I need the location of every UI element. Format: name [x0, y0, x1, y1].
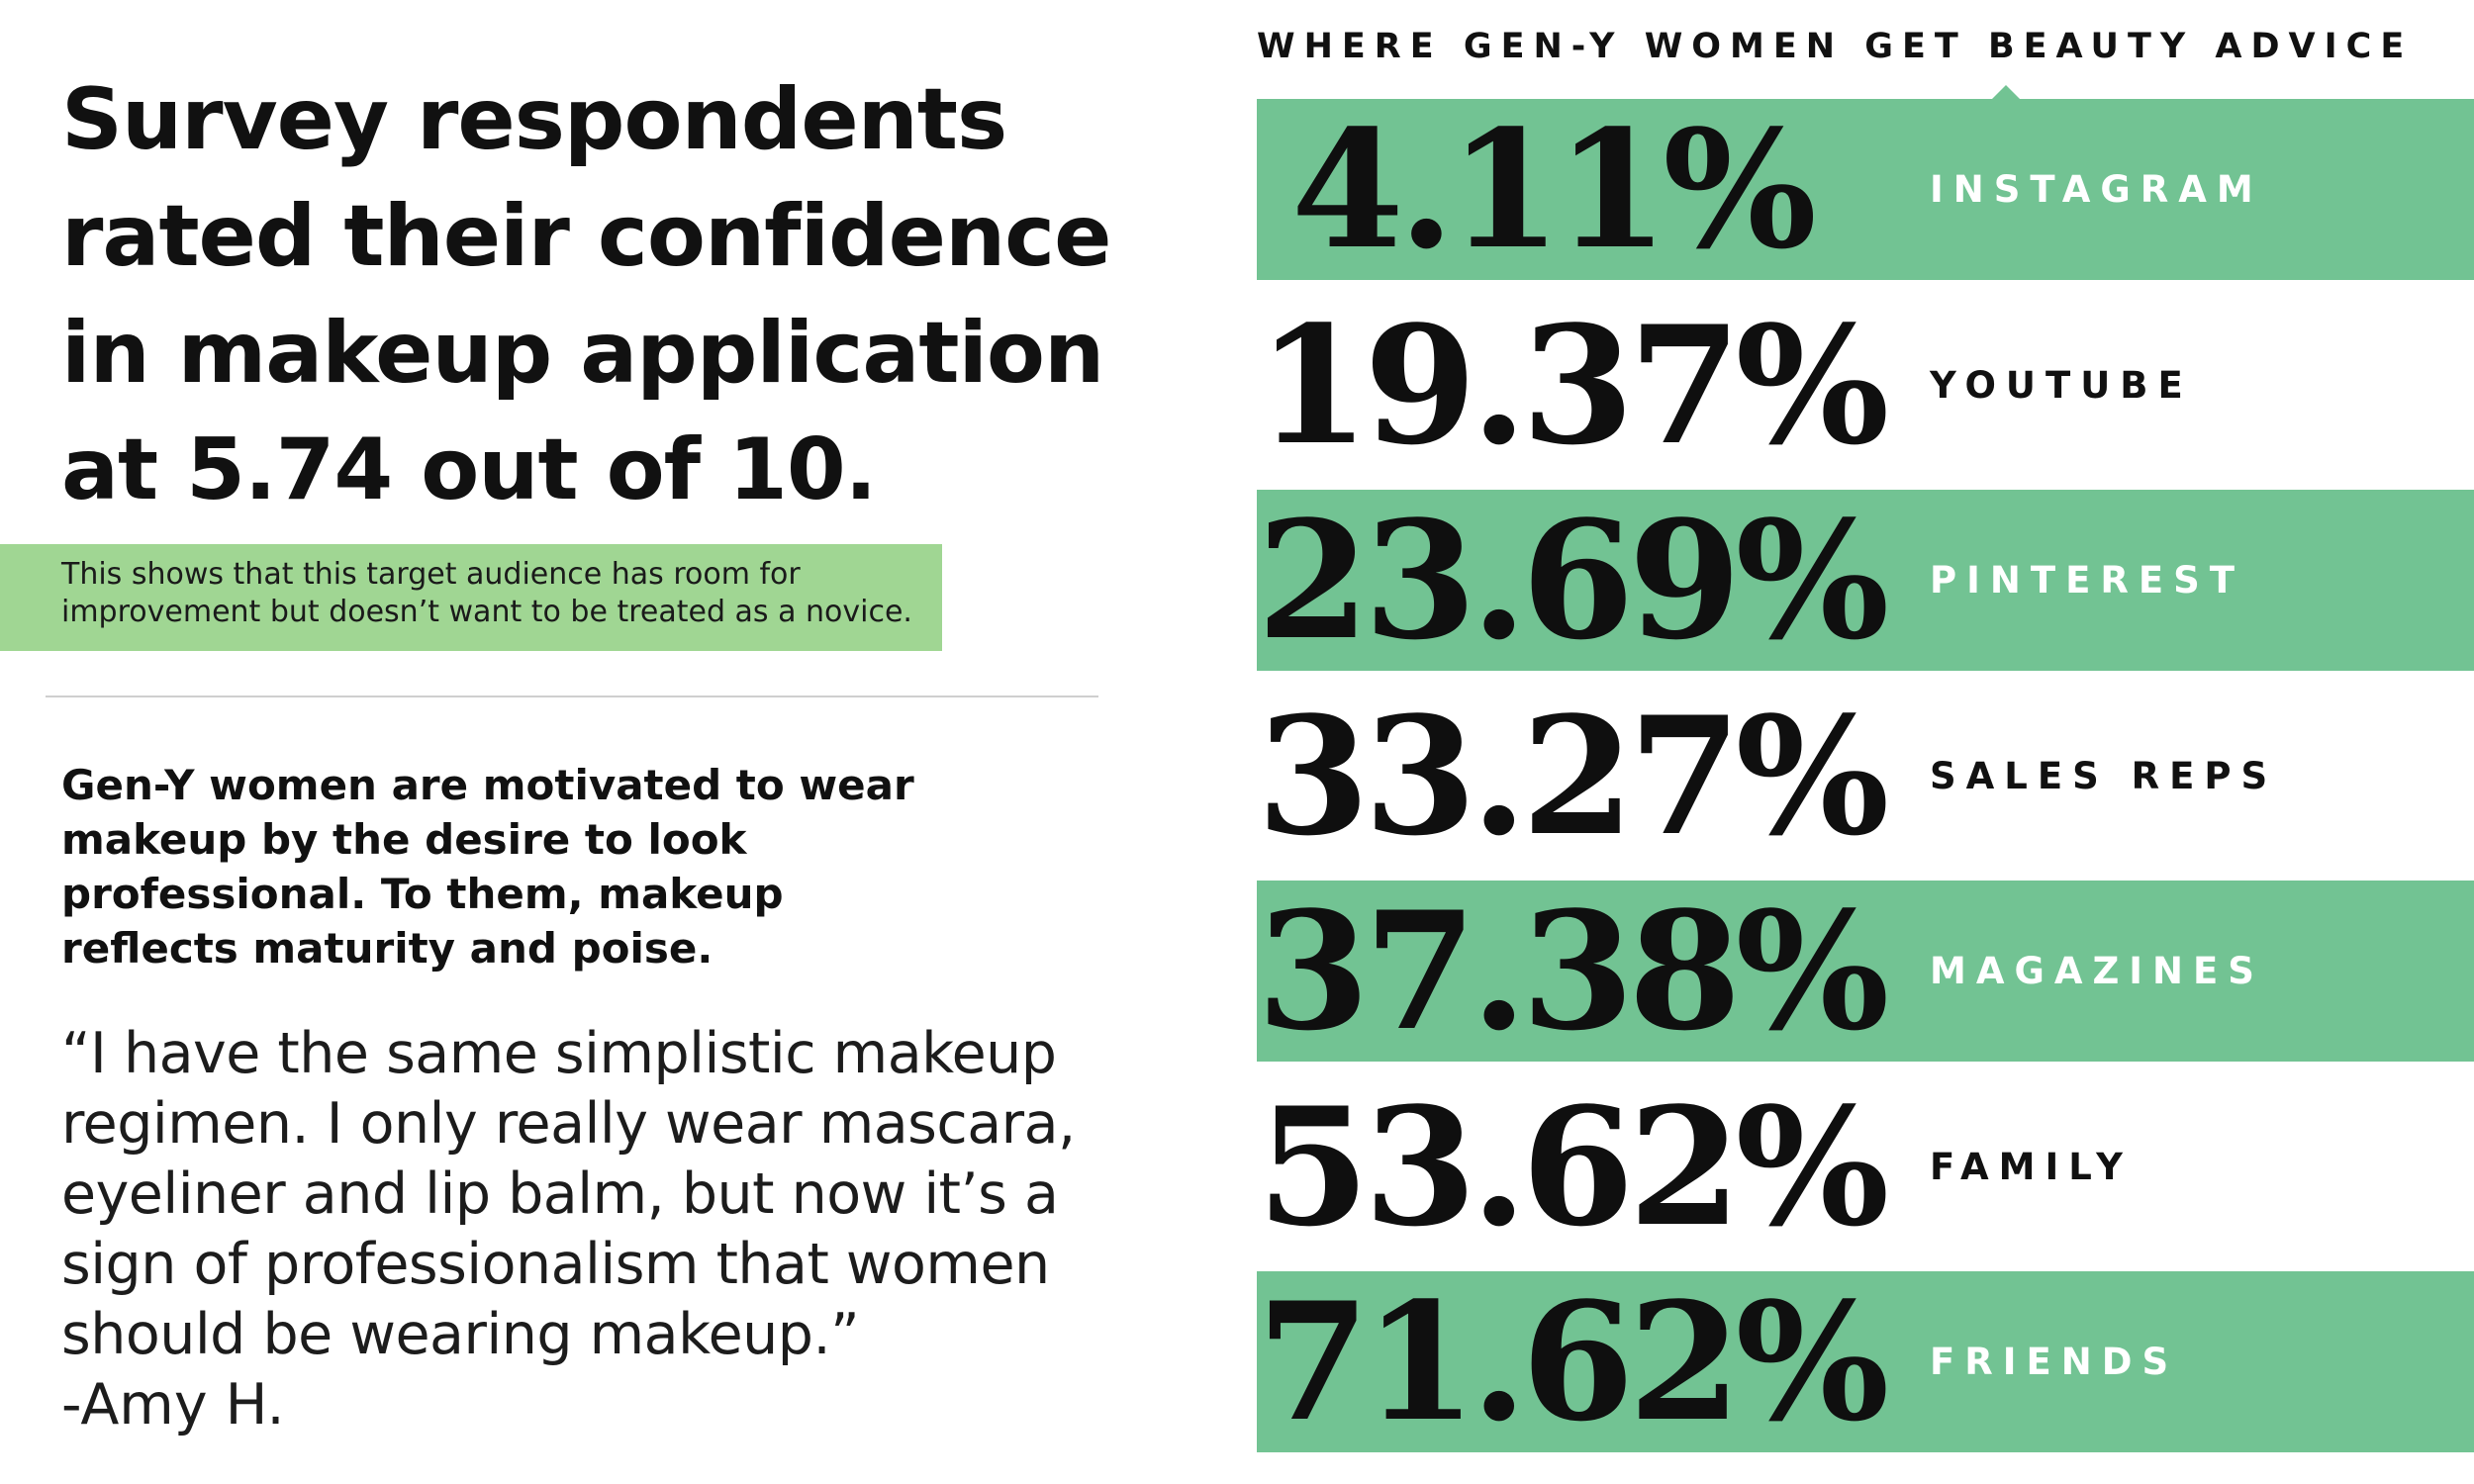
quote-attribution: -Amy H. — [61, 1372, 285, 1438]
motivation-text: Gen-Y women are motivated to wear makeup… — [61, 761, 914, 973]
percentage-value: 19.37% — [1257, 289, 1889, 481]
source-label: FAMILY — [1930, 1145, 2133, 1188]
source-label: YOUTUBE — [1930, 363, 2193, 407]
chart-row: 37.38% MAGAZINES — [1257, 881, 2474, 1062]
highlight-box: This shows that this target audience has… — [0, 544, 942, 651]
headline: Survey respondents rated their confidenc… — [61, 70, 1111, 519]
percentage-value: 23.69% — [1257, 485, 1889, 676]
percentage-value: 71.62% — [1257, 1266, 1889, 1457]
quote-text: “I have the same simplistic makeup regim… — [61, 1021, 1076, 1367]
chart-row: 33.27% SALES REPS — [1257, 686, 2474, 867]
left-panel: Survey respondents rated their confidenc… — [0, 0, 1217, 1484]
chart-row: 71.62% FRIENDS — [1257, 1271, 2474, 1452]
chart-row: 19.37% YOUTUBE — [1257, 295, 2474, 476]
percentage-value: 4.11% — [1290, 94, 1817, 285]
title-pointer — [1991, 85, 2021, 100]
source-label: FRIENDS — [1930, 1341, 2179, 1383]
source-label: INSTAGRAM — [1930, 168, 2263, 211]
percentage-value: 53.62% — [1257, 1070, 1889, 1262]
divider — [46, 696, 1098, 697]
source-label: PINTEREST — [1930, 559, 2245, 602]
percentage-value: 37.38% — [1257, 876, 1889, 1067]
chart-title: WHERE GEN-Y WOMEN GET BEAUTY ADVICE — [1257, 27, 2414, 66]
source-label: MAGAZINES — [1930, 950, 2264, 992]
chart-row: 53.62% FAMILY — [1257, 1076, 2474, 1257]
source-label: SALES REPS — [1930, 754, 2278, 797]
highlight-text: This shows that this target audience has… — [61, 557, 912, 629]
chart-row: 23.69% PINTEREST — [1257, 490, 2474, 671]
percentage-value: 33.27% — [1257, 680, 1889, 872]
chart-row: 4.11% INSTAGRAM — [1257, 99, 2474, 280]
